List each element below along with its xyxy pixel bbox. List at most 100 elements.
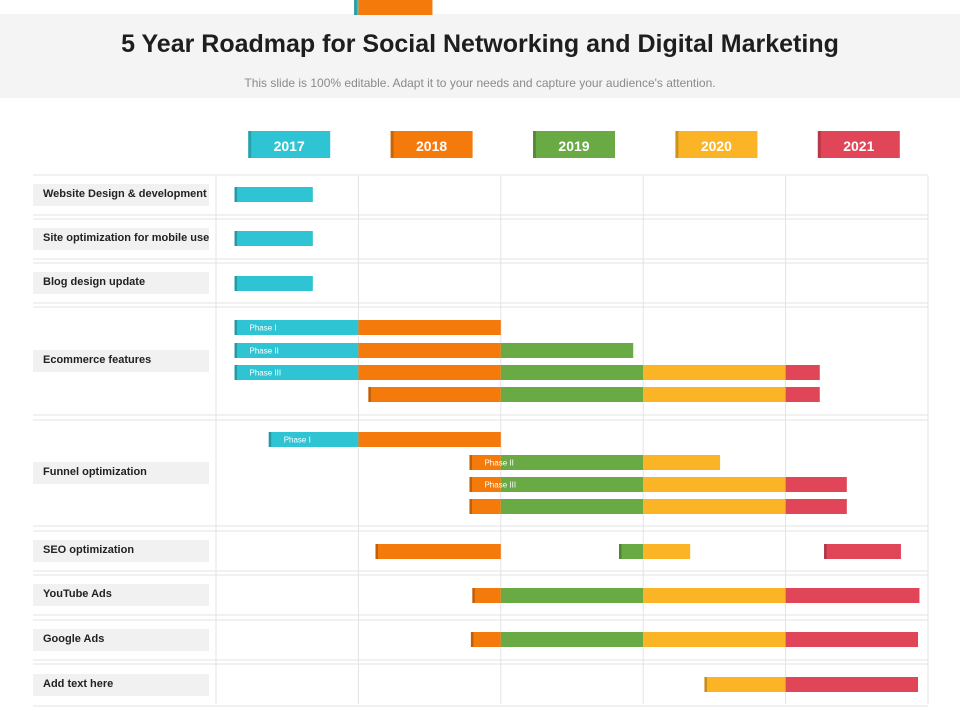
gantt-bar-cap	[234, 276, 238, 291]
gantt-segment	[643, 365, 786, 380]
phase-label: Phase I	[284, 436, 311, 445]
row-label-box	[33, 228, 209, 250]
gantt-segment	[358, 343, 501, 358]
row-label: Site optimization for mobile use	[43, 232, 209, 244]
gantt-segment	[785, 365, 820, 380]
gantt-bar-cap	[234, 320, 238, 335]
gantt-segment	[500, 365, 644, 380]
gantt-segment	[469, 455, 501, 470]
gantt-segment	[472, 588, 501, 603]
gantt-segment	[234, 320, 359, 335]
gantt-segment	[234, 231, 313, 246]
gantt-bar-cap	[234, 187, 238, 202]
gantt-bar-cap	[469, 499, 472, 514]
gantt-segment	[358, 320, 501, 335]
gantt-bar-cap	[234, 365, 238, 380]
gantt-segment	[618, 544, 644, 559]
gantt-segment	[234, 365, 359, 380]
year-tab	[533, 131, 615, 158]
phase-label: Phase II	[250, 347, 279, 356]
row-label-box	[33, 350, 209, 372]
year-tab-shade	[390, 131, 394, 158]
gantt-bar-cap	[234, 231, 238, 246]
gantt-segment	[500, 387, 644, 402]
gantt-segment	[643, 387, 786, 402]
gantt-segment	[358, 0, 433, 15]
gantt-segment	[643, 632, 786, 647]
year-tab	[390, 131, 473, 158]
gantt-segment	[643, 477, 786, 492]
row-label: YouTube Ads	[43, 588, 112, 600]
year-tab	[817, 131, 900, 158]
gantt-bar-cap	[469, 477, 472, 492]
gantt-bar-cap	[824, 544, 827, 559]
gantt-segment	[469, 499, 501, 514]
gantt-segment	[704, 677, 786, 692]
row-label: Google Ads	[43, 633, 104, 645]
year-label: 2018	[416, 138, 447, 154]
gantt-segment	[643, 544, 691, 559]
header-band	[0, 14, 960, 98]
gantt-segment	[643, 499, 786, 514]
gantt-segment	[785, 588, 920, 603]
row-label: Add text here	[43, 678, 113, 690]
gantt-segment	[234, 343, 359, 358]
year-tab-shade	[533, 131, 536, 158]
year-label: 2019	[558, 138, 589, 154]
gantt-segment	[500, 632, 644, 647]
year-tab-shade	[675, 131, 679, 158]
gantt-bar-cap	[354, 0, 357, 15]
row-label: SEO optimization	[43, 544, 134, 556]
gantt-segment	[643, 455, 721, 470]
gantt-bar-cap	[234, 343, 238, 358]
year-tab-shade	[817, 131, 821, 158]
gantt-segment	[470, 632, 501, 647]
gantt-bar-cap	[470, 632, 474, 647]
row-label-box	[33, 272, 209, 294]
gantt-segment	[354, 0, 359, 15]
row-label-box	[33, 584, 209, 606]
row-label: Blog design update	[43, 276, 145, 288]
gantt-segment	[368, 387, 501, 402]
year-tab	[675, 131, 758, 158]
gantt-segment	[268, 432, 359, 447]
gantt-bar-cap	[368, 387, 371, 402]
gantt-segment	[785, 477, 847, 492]
page-title: 5 Year Roadmap for Social Networking and…	[121, 30, 839, 58]
gantt-segment	[500, 499, 644, 514]
gantt-segment	[785, 387, 820, 402]
gantt-segment	[358, 365, 501, 380]
gantt-segment	[358, 432, 501, 447]
gantt-segment	[500, 588, 644, 603]
row-label-box	[33, 462, 209, 484]
year-label: 2021	[843, 138, 874, 154]
phase-label: Phase III	[250, 369, 282, 378]
gantt-segment	[500, 343, 634, 358]
gantt-segment	[234, 187, 313, 202]
gantt-bar-cap	[268, 432, 272, 447]
gantt-segment	[824, 544, 901, 559]
phase-label: Phase I	[250, 324, 277, 333]
year-label: 2020	[701, 138, 732, 154]
gantt-segment	[500, 477, 644, 492]
row-label: Website Design & development	[43, 188, 207, 200]
row-label-box	[33, 540, 209, 562]
row-label-box	[33, 184, 209, 206]
gantt-bar-cap	[472, 588, 475, 603]
year-tab	[248, 131, 331, 158]
row-label: Ecommerce features	[43, 354, 151, 366]
year-tab-shade	[248, 131, 252, 158]
gantt-segment	[234, 276, 313, 291]
year-label: 2017	[274, 138, 305, 154]
gantt-segment	[643, 588, 786, 603]
gantt-bar-cap	[618, 544, 622, 559]
gantt-bar-cap	[469, 455, 472, 470]
row-label: Funnel optimization	[43, 466, 147, 478]
phase-label: Phase II	[484, 459, 513, 468]
gantt-segment	[785, 677, 919, 692]
gantt-segment	[375, 544, 501, 559]
phase-label: Phase III	[484, 481, 516, 490]
gantt-segment	[785, 632, 919, 647]
gantt-bar-cap	[375, 544, 378, 559]
